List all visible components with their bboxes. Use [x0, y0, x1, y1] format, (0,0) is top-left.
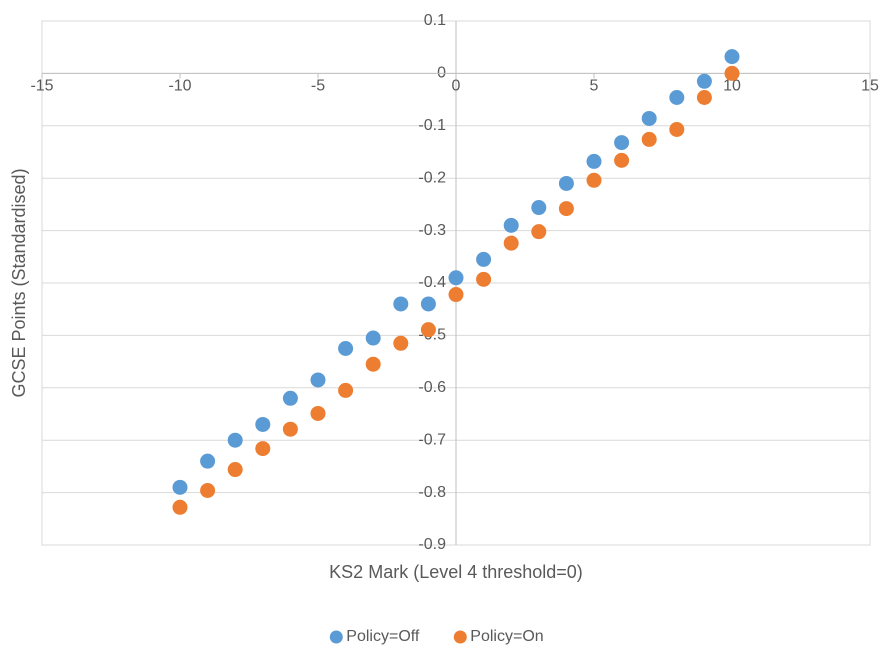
x-tick-label: 0 — [452, 78, 461, 95]
data-point — [310, 405, 326, 421]
data-point — [724, 49, 740, 65]
data-point — [476, 271, 492, 287]
data-point — [724, 65, 740, 81]
data-point — [393, 335, 409, 351]
data-point — [448, 287, 464, 303]
data-point — [503, 217, 519, 233]
legend-label: Policy=On — [470, 628, 543, 645]
data-point — [365, 330, 381, 346]
data-point — [531, 200, 547, 216]
data-point — [393, 296, 409, 312]
y-tick-label: -0.2 — [418, 169, 446, 186]
data-point — [641, 110, 657, 126]
y-tick-label: -0.9 — [418, 536, 446, 553]
x-tick-label: 5 — [590, 78, 599, 95]
data-point — [641, 131, 657, 147]
data-point — [614, 135, 630, 151]
legend-marker — [329, 630, 343, 644]
y-tick-label: -0.1 — [418, 117, 446, 134]
y-axis-title: GCSE Points (Standardised) — [9, 168, 29, 397]
data-point — [531, 224, 547, 240]
x-axis-title: KS2 Mark (Level 4 threshold=0) — [329, 562, 583, 582]
data-point — [669, 121, 685, 137]
data-point — [586, 153, 602, 169]
data-point — [282, 421, 298, 437]
y-tick-label: -0.8 — [418, 484, 446, 501]
data-point — [200, 483, 216, 499]
x-tick-label: -10 — [168, 78, 191, 95]
data-point — [255, 441, 271, 457]
data-point — [558, 201, 574, 217]
data-point — [172, 479, 188, 495]
legend-marker — [453, 630, 467, 644]
data-point — [614, 152, 630, 168]
y-tick-label: -0.6 — [418, 379, 446, 396]
y-tick-label: -0.3 — [418, 222, 446, 239]
data-point — [503, 235, 519, 251]
data-point — [338, 382, 354, 398]
data-point — [696, 73, 712, 89]
data-point — [558, 175, 574, 191]
data-point — [448, 270, 464, 286]
data-point — [227, 432, 243, 448]
data-point — [669, 90, 685, 106]
y-tick-label: 0.1 — [424, 12, 446, 29]
data-point — [476, 251, 492, 267]
data-point — [255, 416, 271, 432]
data-point — [282, 390, 298, 406]
data-point — [420, 322, 436, 338]
data-point — [420, 296, 436, 312]
y-tick-label: -0.7 — [418, 431, 446, 448]
x-tick-label: -5 — [311, 78, 325, 95]
data-point — [696, 90, 712, 106]
data-point — [586, 172, 602, 188]
x-tick-label: 15 — [861, 78, 879, 95]
data-point — [200, 453, 216, 469]
data-point — [172, 499, 188, 515]
y-tick-label: -0.4 — [418, 274, 446, 291]
data-point — [365, 356, 381, 372]
data-point — [227, 462, 243, 478]
x-tick-label: -15 — [30, 78, 53, 95]
legend-label: Policy=Off — [346, 628, 420, 645]
x-tick-label: 10 — [723, 78, 741, 95]
data-point — [338, 341, 354, 356]
data-point — [310, 372, 326, 388]
